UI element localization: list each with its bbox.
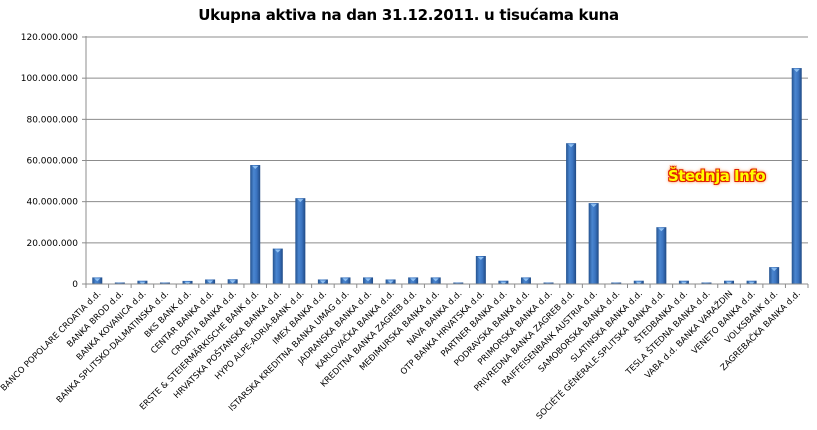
y-tick-label: 100.000.000	[21, 74, 79, 84]
bar	[701, 282, 712, 284]
bar-cap	[252, 166, 259, 170]
gridlines	[86, 36, 808, 244]
bar	[611, 282, 622, 284]
y-tick-label: 20.000.000	[26, 239, 78, 249]
bar-cap	[658, 228, 665, 232]
bar-cap	[793, 69, 800, 73]
bar-cap	[748, 281, 755, 285]
bar-cap	[139, 281, 146, 285]
bar	[272, 248, 283, 284]
bar-cap	[410, 278, 417, 282]
bar	[656, 227, 667, 284]
bar-cap	[500, 281, 507, 285]
bar	[566, 143, 577, 284]
bar-cap	[477, 257, 484, 261]
bar-cap	[229, 280, 236, 284]
y-tick-label: 120.000.000	[21, 33, 79, 43]
bar	[791, 68, 802, 284]
y-tick-label: 0	[72, 280, 78, 290]
bar-cap	[635, 281, 642, 285]
bar-cap	[207, 280, 214, 284]
bar-cap	[726, 281, 733, 285]
y-tick-label: 40.000.000	[26, 198, 78, 208]
bar-cap	[365, 278, 372, 282]
bar	[588, 203, 599, 284]
x-axis: BANCO POPOLARE CROATIA d.d.BANKA BROD d.…	[0, 283, 809, 422]
chart-title: Ukupna aktiva na dan 31.12.2011. u tisuć…	[198, 6, 619, 24]
bar	[453, 282, 464, 284]
bar-cap	[432, 278, 439, 282]
bar-cap	[387, 280, 394, 284]
bar-cap	[274, 249, 281, 253]
bar-cap	[522, 278, 529, 282]
bar-cap	[568, 144, 575, 148]
bar-cap	[94, 278, 101, 282]
bar-cap	[680, 281, 687, 285]
bar-cap	[342, 278, 349, 282]
bar	[475, 256, 486, 284]
bar-cap	[590, 204, 597, 208]
bar	[159, 282, 170, 284]
bar-cap	[184, 281, 191, 285]
bar-cap	[771, 268, 778, 272]
bar-cap	[297, 199, 304, 203]
y-tick-label: 60.000.000	[26, 157, 78, 167]
watermark-logo: Štednja Info	[668, 167, 766, 185]
y-tick-label: 80.000.000	[26, 115, 78, 125]
y-axis: 0 20.000.000 40.000.000 60.000.000 80.000.00…	[21, 33, 87, 290]
bar	[769, 267, 780, 284]
bar	[114, 282, 125, 284]
bar	[250, 165, 261, 284]
bars	[92, 68, 802, 285]
bar	[543, 282, 554, 284]
bar-cap	[319, 280, 326, 284]
bar	[295, 198, 306, 284]
